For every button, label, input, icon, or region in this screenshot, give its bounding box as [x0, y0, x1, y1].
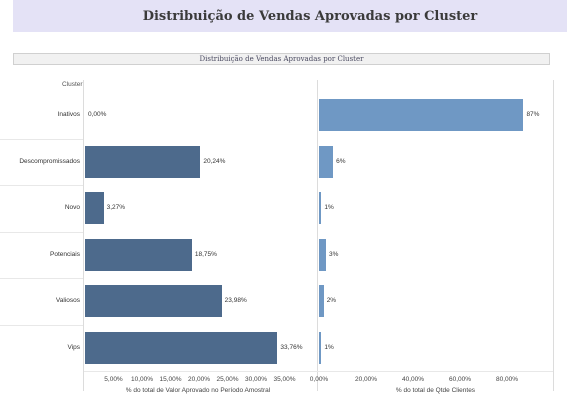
tick-label-valor: 25,00% — [216, 376, 239, 383]
data-label-valor: 18,75% — [194, 250, 217, 258]
data-label-valor: 20,24% — [203, 157, 226, 165]
category-label: Potenciais — [50, 250, 80, 258]
data-label-valor: 0,00% — [88, 111, 107, 119]
category-label: Inativos — [57, 111, 80, 119]
data-label-clientes: 87% — [526, 111, 540, 119]
title-band: Distribuição de Vendas Aprovadas por Clu… — [13, 0, 567, 32]
bar-clientes — [319, 145, 334, 178]
tick-label-clientes: 80,00% — [495, 376, 519, 383]
row-separator — [0, 324, 83, 326]
data-label-valor: 23,98% — [224, 297, 247, 305]
tick-label-valor: 5,00% — [104, 376, 123, 383]
page-title: Distribuição de Vendas Aprovadas por Clu… — [142, 9, 478, 24]
bar-valor — [85, 331, 278, 364]
bar-valor — [85, 285, 222, 318]
tick-label-valor: 15,00% — [159, 376, 182, 383]
data-label-clientes: 2% — [326, 297, 337, 305]
category-label: Valiosos — [55, 297, 80, 305]
bar-clientes — [319, 238, 327, 271]
tick-label-valor: 20,00% — [187, 376, 211, 383]
tick-label-valor: 30,00% — [244, 376, 268, 383]
data-label-clientes: 1% — [324, 204, 334, 212]
panel-divider-right — [553, 80, 554, 391]
row-separator — [0, 278, 83, 279]
data-label-clientes: 3% — [329, 250, 339, 258]
bar-clientes — [319, 285, 324, 318]
tick-label-clientes: 60,00% — [448, 376, 472, 383]
data-label-valor: 33,76% — [280, 343, 303, 351]
chart-title: Distribuição de Vendas Aprovadas por Clu… — [13, 53, 550, 65]
row-separator — [0, 185, 83, 186]
panel-divider-mid — [317, 80, 318, 391]
axis-line — [84, 371, 553, 372]
category-label: Descompromissados — [19, 157, 80, 165]
data-label-clientes: 6% — [336, 157, 346, 165]
tick-label-valor: 10,00% — [130, 376, 154, 383]
bar-valor — [85, 145, 201, 178]
bar-clientes — [319, 192, 322, 225]
data-label-valor: 3,27% — [106, 204, 126, 212]
category-header: Cluster — [62, 81, 83, 88]
category-label: Vips — [67, 343, 80, 351]
bar-clientes — [319, 99, 524, 132]
category-label: Novo — [64, 204, 80, 212]
tick-label-clientes: 0,00% — [309, 376, 329, 383]
bar-valor — [85, 238, 192, 271]
axis-title-valor: % do total de Valor Aprovado no Período … — [125, 387, 271, 394]
tick-label-clientes: 20,00% — [354, 376, 378, 383]
bar-valor — [85, 192, 104, 225]
axis-title-clientes: % do total de Qtde Clientes — [395, 387, 476, 394]
bar-clientes — [319, 331, 322, 364]
tick-label-clientes: 40,00% — [401, 376, 425, 383]
tick-label-valor: 35,00% — [273, 376, 296, 383]
row-separator — [0, 138, 83, 140]
panel-divider-left — [83, 80, 84, 391]
data-label-clientes: 1% — [324, 343, 334, 351]
row-separator — [0, 231, 83, 233]
